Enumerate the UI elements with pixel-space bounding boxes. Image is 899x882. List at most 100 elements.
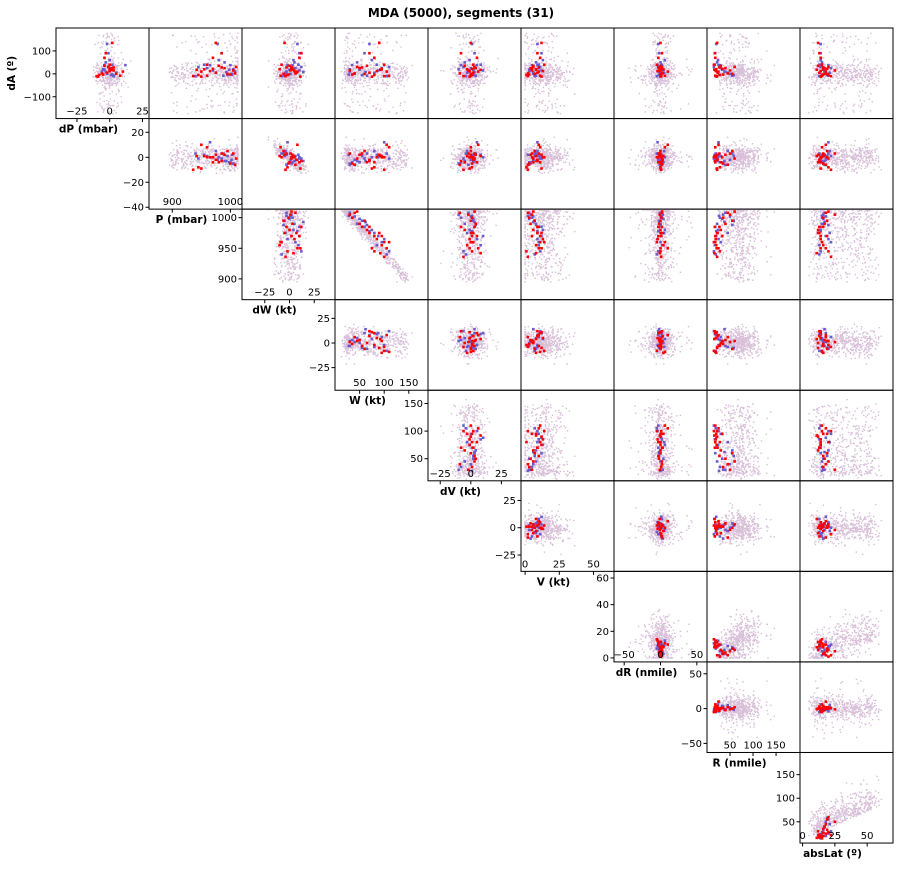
background-point	[345, 80, 347, 83]
background-point	[115, 112, 117, 114]
background-point	[216, 152, 218, 154]
background-point	[458, 35, 461, 37]
background-point	[479, 73, 482, 75]
background-point	[285, 62, 288, 64]
background-point	[462, 79, 465, 81]
background-point	[293, 77, 295, 79]
background-point	[394, 76, 396, 79]
background-point	[457, 66, 459, 69]
background-point	[351, 76, 354, 78]
background-point	[649, 68, 651, 71]
background-point	[858, 75, 861, 77]
background-point	[369, 77, 371, 79]
background-point	[115, 84, 117, 87]
red-segment-point	[214, 41, 218, 45]
background-point	[95, 67, 98, 70]
background-point	[397, 72, 399, 75]
background-point	[302, 74, 305, 77]
background-point	[291, 77, 294, 80]
background-point	[551, 66, 553, 69]
red-segment-point	[387, 74, 391, 77]
background-point	[459, 102, 461, 104]
background-point	[476, 82, 479, 84]
background-point	[482, 73, 484, 76]
background-point	[732, 68, 735, 70]
background-point	[869, 68, 872, 71]
background-point	[96, 63, 99, 66]
blue-segment-point	[194, 74, 197, 78]
background-point	[291, 83, 293, 85]
background-point	[560, 69, 562, 72]
background-point	[725, 82, 728, 85]
background-point	[664, 80, 666, 83]
red-segment-point	[541, 69, 545, 73]
background-point	[216, 69, 219, 72]
background-point	[105, 37, 108, 39]
background-point	[108, 101, 110, 103]
background-point	[399, 104, 402, 107]
background-point	[816, 78, 818, 80]
background-point	[738, 63, 740, 65]
blue-segment-point	[300, 65, 303, 69]
background-point	[280, 102, 282, 104]
background-point	[483, 67, 486, 69]
background-point	[94, 66, 97, 69]
background-point	[818, 104, 820, 107]
red-segment-point	[229, 73, 232, 76]
background-point	[467, 58, 469, 60]
background-point	[469, 101, 471, 104]
blue-segment-point	[111, 73, 114, 76]
background-point	[457, 75, 459, 78]
background-point	[197, 156, 200, 158]
background-point	[556, 80, 559, 82]
background-point	[107, 76, 109, 79]
background-point	[236, 76, 239, 78]
background-point	[742, 85, 745, 88]
red-segment-point	[655, 63, 659, 66]
background-point	[538, 72, 540, 75]
background-point	[739, 64, 741, 67]
background-point	[813, 73, 816, 76]
background-point	[730, 65, 733, 67]
background-point	[236, 103, 238, 105]
background-point	[866, 79, 868, 81]
background-point	[679, 108, 682, 110]
blue-segment-point	[659, 69, 663, 72]
background-point	[234, 152, 237, 155]
background-point	[552, 79, 555, 82]
background-point	[234, 48, 236, 50]
background-point	[204, 75, 207, 77]
red-segment-point	[195, 68, 198, 72]
background-point	[457, 87, 459, 89]
red-segment-point	[476, 70, 480, 73]
background-point	[186, 63, 189, 66]
background-point	[177, 72, 180, 75]
background-point	[113, 57, 115, 59]
red-segment-point	[540, 75, 543, 78]
background-point	[357, 79, 359, 81]
background-point	[644, 75, 647, 77]
background-point	[297, 85, 299, 88]
background-point	[525, 67, 527, 70]
background-point	[832, 40, 835, 43]
background-point	[363, 80, 365, 82]
blue-segment-point	[715, 61, 719, 64]
background-point	[286, 80, 288, 82]
background-point	[553, 85, 556, 88]
background-point	[740, 74, 742, 77]
background-point	[236, 75, 238, 78]
background-point	[535, 93, 537, 95]
background-point	[392, 49, 394, 52]
background-point	[737, 74, 740, 76]
background-point	[827, 77, 830, 80]
background-point	[361, 63, 363, 65]
background-point	[653, 90, 655, 93]
background-point	[746, 78, 748, 80]
background-point	[288, 52, 290, 54]
background-point	[766, 77, 768, 79]
background-point	[300, 82, 303, 84]
background-point	[735, 80, 737, 82]
background-point	[108, 81, 111, 84]
red-segment-point	[105, 71, 109, 75]
background-point	[852, 76, 855, 79]
